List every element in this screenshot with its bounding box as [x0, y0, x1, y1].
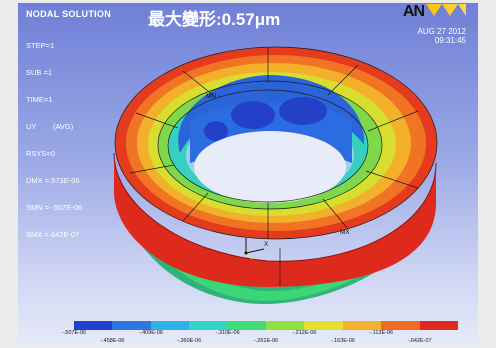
legend-tick-lower-1: -.360E-06 — [177, 338, 202, 344]
axis-triad-icon — [244, 238, 265, 260]
mesh-lines — [114, 46, 438, 286]
logo-mark — [426, 4, 466, 16]
info-smn: SMN =-.507E-06 — [26, 203, 83, 212]
legend-tick-upper-1: -.409E-06 — [138, 330, 163, 336]
ansys-viewport[interactable]: NODAL SOLUTION STEP=1 SUB =1 TIME=1 UY (… — [18, 3, 478, 345]
page-title: 最大變形:0.57μm — [148, 10, 281, 29]
legend-swatch-4 — [227, 321, 267, 330]
solution-info: STEP=1 SUB =1 TIME=1 UY (AVG) RSYS=0 DMX… — [26, 23, 82, 257]
legend-tick-upper-3: -.212E-06 — [292, 330, 317, 336]
legend-tick-lower-3: -.163E-06 — [330, 338, 355, 344]
mx-marker: MX — [340, 229, 350, 236]
info-time: TIME=1 — [26, 95, 53, 104]
axis-x-label: X — [264, 241, 269, 248]
legend-tick-upper-2: -.310E-06 — [215, 330, 240, 336]
legend-swatch-6 — [304, 321, 343, 330]
timestamp-date: AUG 27 2012 — [417, 27, 466, 36]
legend-swatch-7 — [342, 321, 382, 330]
info-step: STEP=1 — [26, 41, 55, 50]
legend-swatch-5 — [266, 321, 305, 330]
ring-lower-skirt-band — [138, 218, 416, 302]
legend-swatch-3 — [189, 321, 228, 330]
info-rsys: RSYS=0 — [26, 149, 55, 158]
legend-tick-upper-0: -.507E-06 — [61, 330, 87, 336]
timestamp: AUG 27 2012 09:31:45 — [418, 27, 466, 45]
mn-marker: MN — [206, 93, 217, 100]
ring-inner-bore — [178, 75, 365, 153]
ring-model — [113, 46, 438, 305]
color-legend — [74, 321, 459, 330]
legend-tick-lower-0: -.458E-06 — [100, 338, 125, 344]
legend-ticks: -.507E-06 -.409E-06 -.310E-06 -.212E-06 -.11… — [62, 330, 458, 345]
info-sub: SUB =1 — [26, 68, 53, 77]
legend-swatch-9 — [419, 321, 459, 330]
legend-tick-lower-4: -.642E-07 — [407, 338, 432, 344]
legend-tick-lower-2: -.261E-06 — [253, 338, 279, 344]
info-uy: UY (AVG) — [26, 122, 74, 131]
info-dmx: DMX =.573E-06 — [26, 176, 80, 185]
legend-swatch-2 — [150, 321, 190, 330]
legend-swatch-1 — [112, 321, 151, 330]
legend-swatch-0 — [74, 321, 113, 330]
timestamp-time: 09:31:45 — [434, 36, 466, 45]
ansys-logo: AN — [403, 3, 466, 21]
logo-text: AN — [402, 3, 425, 20]
legend-tick-upper-4: -.113E-06 — [369, 330, 394, 336]
ring-outer-wall — [114, 153, 436, 287]
solution-label: NODAL SOLUTION — [26, 9, 112, 19]
legend-swatch-8 — [381, 321, 420, 330]
info-smx: SMX =.642E-07 — [26, 230, 80, 239]
